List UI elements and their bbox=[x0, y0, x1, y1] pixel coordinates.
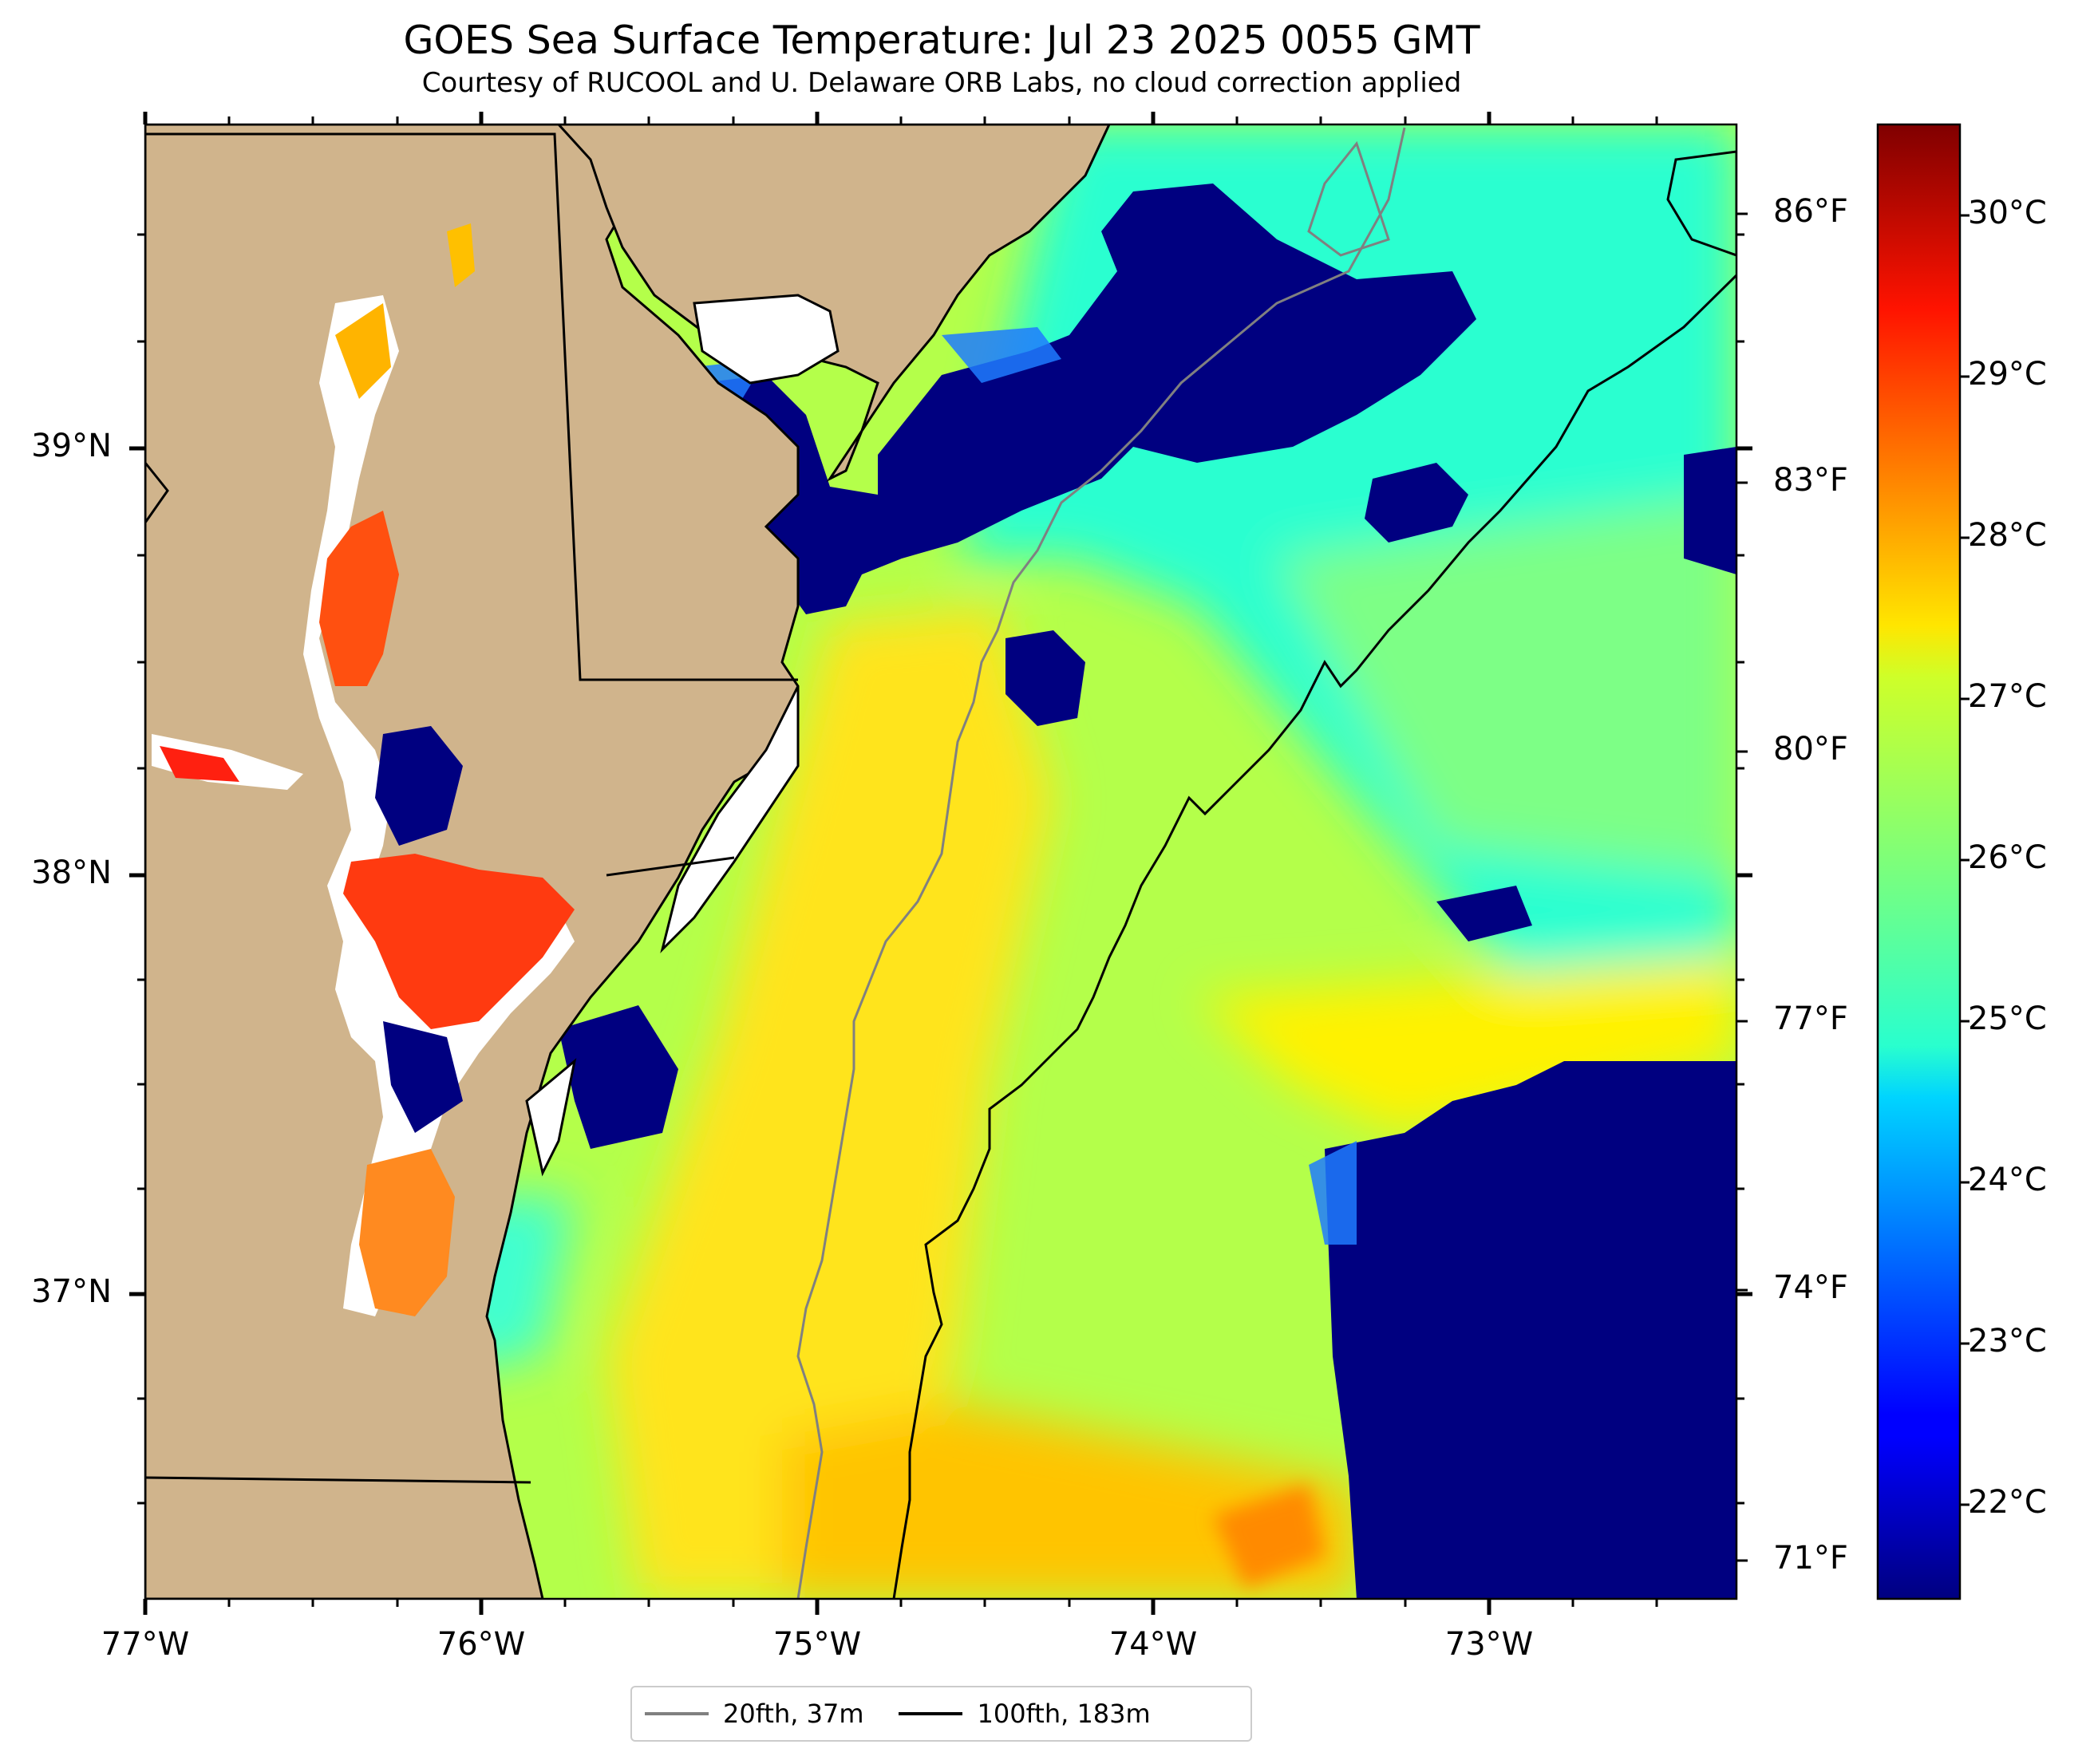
temp-label-28c: 28°C bbox=[1968, 517, 2047, 554]
map-frame bbox=[144, 123, 1738, 1600]
state-borders bbox=[145, 132, 798, 1484]
temp-label-27c: 27°C bbox=[1968, 678, 2047, 715]
lat-label-39n: 39°N bbox=[31, 428, 112, 464]
temp-label-74f: 74°F bbox=[1773, 1269, 1848, 1306]
legend-swatch-black bbox=[899, 1712, 963, 1715]
lon-label-75w: 75°W bbox=[772, 1626, 862, 1663]
fahrenheit-ticks bbox=[1736, 212, 1748, 1562]
legend-label-20fth: 20fth, 37m bbox=[723, 1699, 864, 1729]
temp-label-25c: 25°C bbox=[1968, 1000, 2047, 1037]
lon-ticks bbox=[143, 112, 1658, 1615]
temp-label-86f: 86°F bbox=[1773, 193, 1848, 230]
map-subtitle: Courtesy of RUCOOL and U. Delaware ORB L… bbox=[421, 67, 1462, 99]
lon-label-76w: 76°W bbox=[437, 1626, 526, 1663]
lat-ticks bbox=[129, 233, 1752, 1505]
temp-label-29c: 29°C bbox=[1968, 356, 2047, 393]
temp-label-80f: 80°F bbox=[1773, 731, 1848, 768]
legend-item-20fth: 20fth, 37m bbox=[645, 1699, 863, 1729]
temp-label-30c: 30°C bbox=[1968, 195, 2047, 231]
contour-20fth bbox=[796, 127, 1406, 1599]
sst-field bbox=[447, 124, 1736, 1599]
temp-label-83f: 83°F bbox=[1773, 462, 1848, 499]
map-body bbox=[145, 124, 1736, 1599]
land bbox=[145, 124, 1736, 1599]
cold-cloud-areas bbox=[383, 184, 1736, 1599]
temp-label-22c: 22°C bbox=[1968, 1484, 2047, 1521]
lat-label-38n: 38°N bbox=[31, 854, 112, 891]
lon-label-77w: 77°W bbox=[101, 1626, 190, 1663]
colorbar-ticks bbox=[1960, 214, 1969, 1506]
legend-swatch-gray bbox=[645, 1712, 709, 1715]
colorbar bbox=[1876, 123, 1962, 1600]
lat-label-37n: 37°N bbox=[31, 1273, 112, 1310]
legend-item-100fth: 100fth, 183m bbox=[899, 1699, 1151, 1729]
legend: 20fth, 37m 100fth, 183m bbox=[630, 1686, 1252, 1742]
chesapeake-bay bbox=[152, 223, 575, 1316]
map-title: GOES Sea Surface Temperature: Jul 23 202… bbox=[403, 18, 1480, 63]
lon-label-73w: 73°W bbox=[1444, 1626, 1534, 1663]
contour-100fth bbox=[892, 274, 1736, 1599]
temp-label-24c: 24°C bbox=[1968, 1162, 2047, 1198]
temp-label-23c: 23°C bbox=[1968, 1323, 2047, 1360]
legend-label-100fth: 100fth, 183m bbox=[977, 1699, 1151, 1729]
temp-label-71f: 71°F bbox=[1773, 1540, 1848, 1577]
lon-label-74w: 74°W bbox=[1108, 1626, 1198, 1663]
temp-label-77f: 77°F bbox=[1773, 1000, 1848, 1037]
coast-strip bbox=[525, 294, 840, 1177]
temp-label-26c: 26°C bbox=[1968, 839, 2047, 876]
